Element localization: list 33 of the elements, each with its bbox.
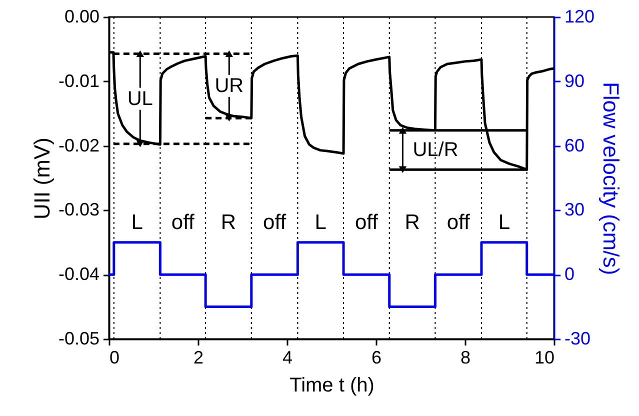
annotation: off (354, 211, 378, 234)
annotation: L (131, 211, 143, 234)
x-tick-label: 6 (371, 348, 382, 368)
annotation: UL (127, 88, 153, 110)
y-tick-label: -0.04 (58, 264, 100, 284)
y2-axis-title: Flow velocity (cm/s) (598, 82, 624, 276)
y-axis-title: UII (mV) (29, 138, 54, 220)
y-tick-label: -0.01 (58, 70, 100, 91)
annotation: UL/R (412, 138, 458, 161)
y2-tick-label: -30 (564, 328, 591, 348)
x-tick-label: 4 (282, 348, 293, 368)
x-tick-label: 8 (460, 348, 471, 368)
annotation: UR (214, 74, 244, 97)
x-tick-label: 0 (110, 348, 120, 368)
x-tick-label: 10 (534, 348, 554, 368)
y2-tick-label: 0 (564, 264, 575, 284)
annotation: L (314, 211, 326, 234)
y-tick-label: -0.02 (58, 135, 100, 156)
y2-tick-label: 120 (564, 6, 595, 26)
annotation: off (171, 211, 195, 234)
x-axis-title: Time t (h) (290, 374, 374, 396)
x-tick-label: 2 (193, 348, 204, 368)
y2-tick-label: 90 (564, 70, 585, 91)
y-tick-label: -0.05 (58, 328, 100, 348)
annotation: off (263, 211, 286, 234)
y2-tick-label: 30 (564, 200, 585, 220)
annotation: R (220, 211, 236, 234)
y-tick-label: -0.03 (58, 200, 100, 220)
y-tick-label: 0.00 (64, 6, 100, 26)
y2-tick-label: 60 (564, 135, 585, 156)
annotation: L (498, 211, 510, 234)
annotation: off (446, 211, 470, 234)
annotation: R (404, 211, 420, 234)
